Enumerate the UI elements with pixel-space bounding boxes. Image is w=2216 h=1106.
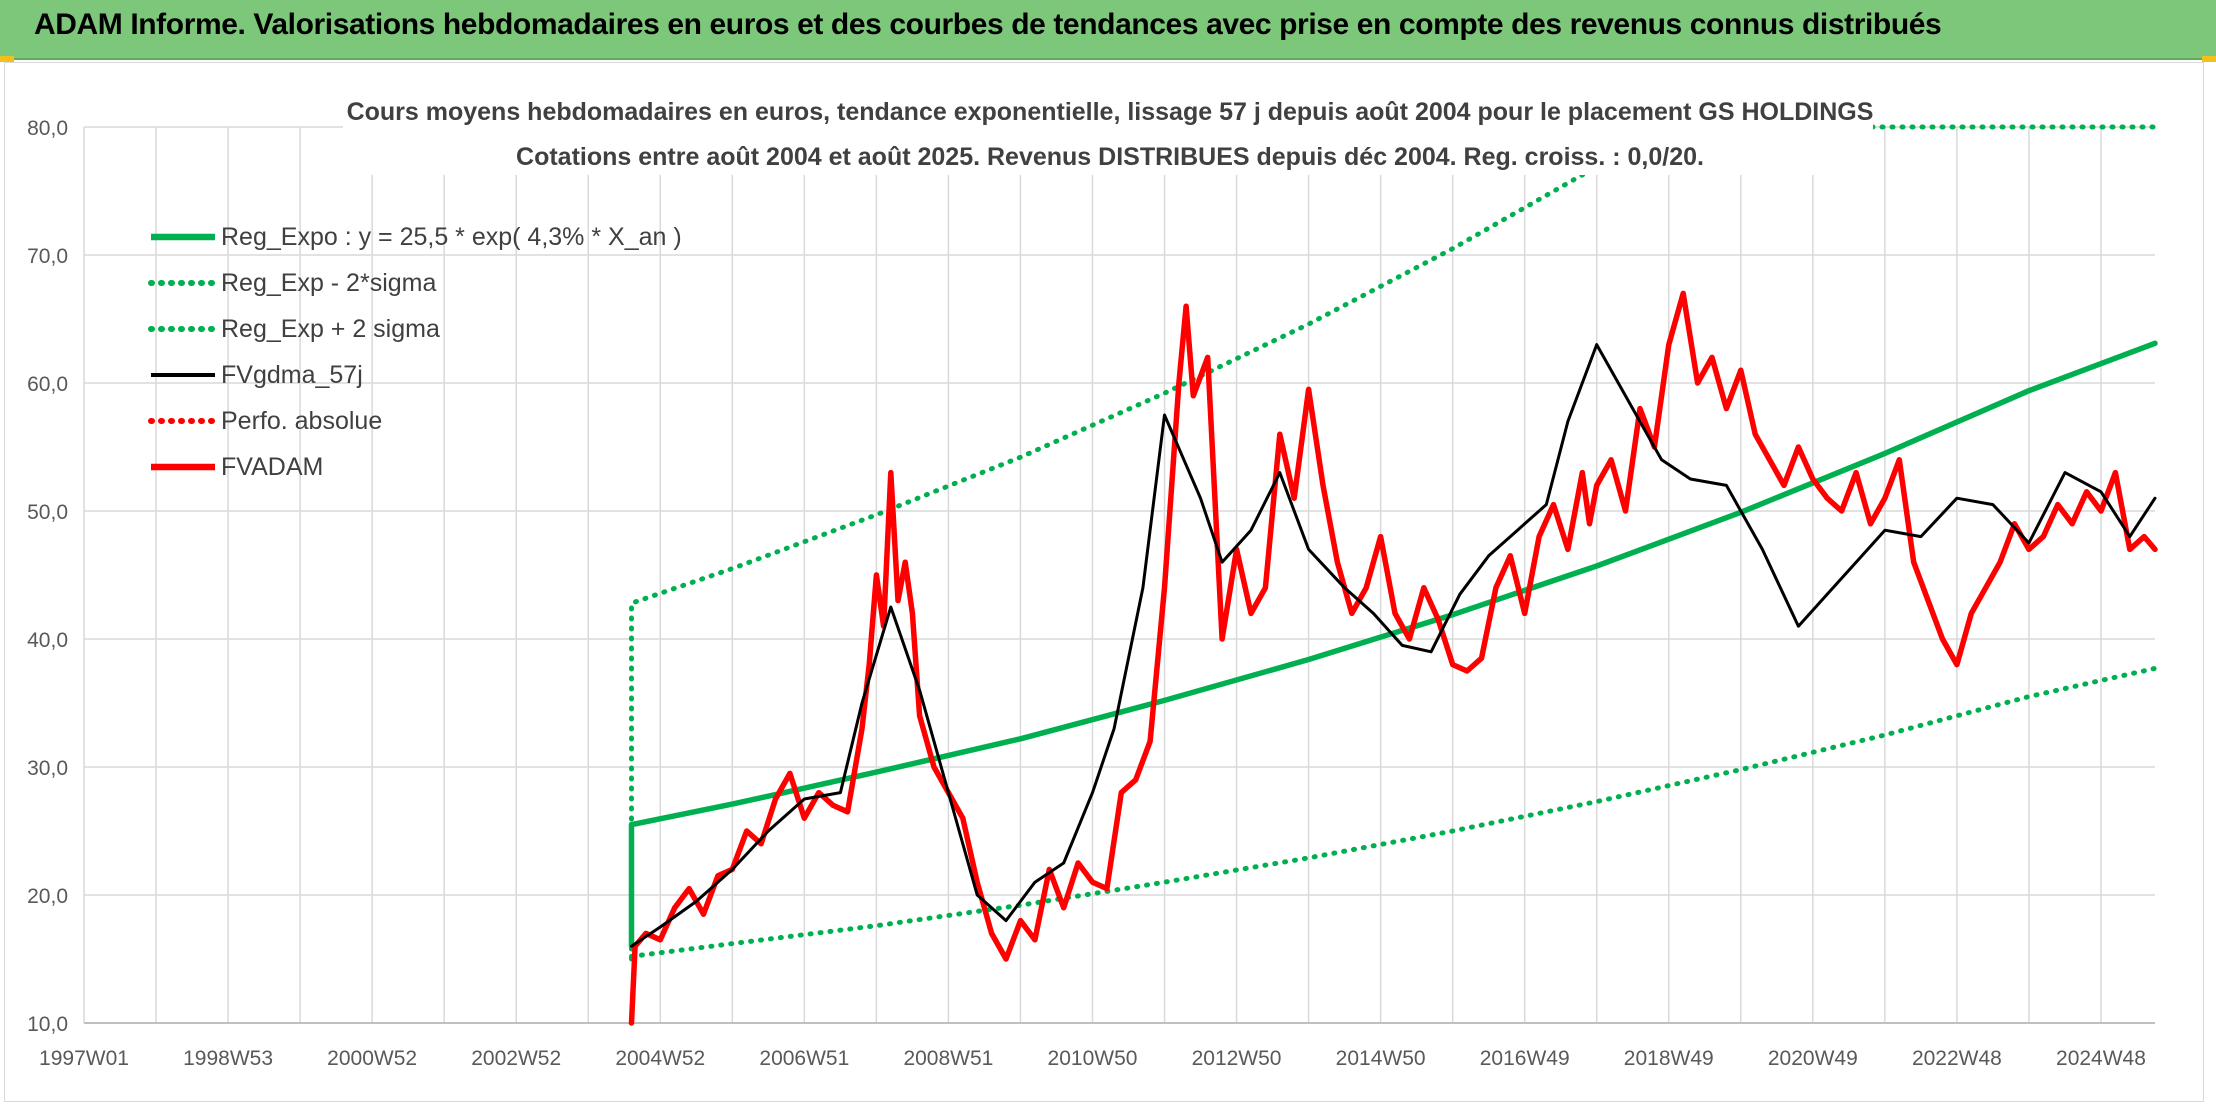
x-tick-label: 2018W49 <box>1624 1047 1714 1070</box>
x-tick-label: 2014W50 <box>1336 1047 1426 1070</box>
chart-title: Cours moyens hebdomadaires en euros, ten… <box>347 98 1874 126</box>
y-tick-label: 40,0 <box>27 629 68 652</box>
title-layer: Cours moyens hebdomadaires en euros, ten… <box>343 91 1873 175</box>
series-line-3 <box>630 343 2157 948</box>
grid-layer <box>83 126 2155 1024</box>
series-layer <box>628 124 2158 1026</box>
x-tick-label: 2016W49 <box>1480 1047 1570 1070</box>
legend-label: Reg_Exp + 2 sigma <box>221 315 440 343</box>
series-line-5 <box>628 290 2158 1026</box>
legend-label: Reg_Expo : y = 25,5 * exp( 4,3% * X_an ) <box>221 223 682 251</box>
y-tick-label: 60,0 <box>27 373 68 396</box>
x-tick-label: 2004W52 <box>615 1047 705 1070</box>
x-tick-label: 2020W49 <box>1768 1047 1858 1070</box>
x-tick-label: 2008W51 <box>903 1047 993 1070</box>
chart-title-background <box>343 91 1873 175</box>
corner-marker-left <box>0 56 14 62</box>
series-line-1 <box>629 665 2158 959</box>
x-tick-label: 2012W50 <box>1192 1047 1282 1070</box>
legend-label: Reg_Exp - 2*sigma <box>221 269 436 297</box>
chart-subtitle: Cotations entre août 2004 et août 2025. … <box>516 143 1704 171</box>
y-tick-label: 10,0 <box>27 1013 68 1036</box>
x-tick-label: 2002W52 <box>471 1047 561 1070</box>
series-line-0 <box>628 340 2158 949</box>
x-tick-label: 2024W48 <box>2056 1047 2146 1070</box>
y-tick-label: 70,0 <box>27 245 68 268</box>
report-title: ADAM Informe. Valorisations hebdomadaire… <box>34 8 1942 41</box>
x-tick-label: 2000W52 <box>327 1047 417 1070</box>
report-header: ADAM Informe. Valorisations hebdomadaire… <box>0 0 2216 60</box>
chart-area: 10,0 20,0 30,0 40,0 50,0 60,0 70,0 80,0 1997W01 1… <box>4 62 2204 1102</box>
chart-svg: 10,0 20,0 30,0 40,0 50,0 60,0 70,0 80,0 1997W01 1… <box>27 91 2158 1070</box>
x-tick-label: 2006W51 <box>759 1047 849 1070</box>
legend-label: Perfo. absolue <box>221 407 382 435</box>
legend-label: FVgdma_57j <box>221 361 363 389</box>
corner-marker-right <box>2202 56 2216 62</box>
legend: Reg_Expo : y = 25,5 * exp( 4,3% * X_an )… <box>148 223 682 481</box>
series-line-2 <box>629 124 2158 962</box>
axis-layer: 10,0 20,0 30,0 40,0 50,0 60,0 70,0 80,0 1997W01 1… <box>27 117 2155 1070</box>
x-tick-label: 2010W50 <box>1048 1047 1138 1070</box>
y-tick-label: 20,0 <box>27 885 68 908</box>
y-tick-label: 30,0 <box>27 757 68 780</box>
x-tick-label: 2022W48 <box>1912 1047 2002 1070</box>
x-tick-label: 1997W01 <box>39 1047 129 1070</box>
legend-label: FVADAM <box>221 453 323 481</box>
x-tick-label: 1998W53 <box>183 1047 273 1070</box>
y-tick-label: 80,0 <box>27 117 68 140</box>
y-tick-label: 50,0 <box>27 501 68 524</box>
